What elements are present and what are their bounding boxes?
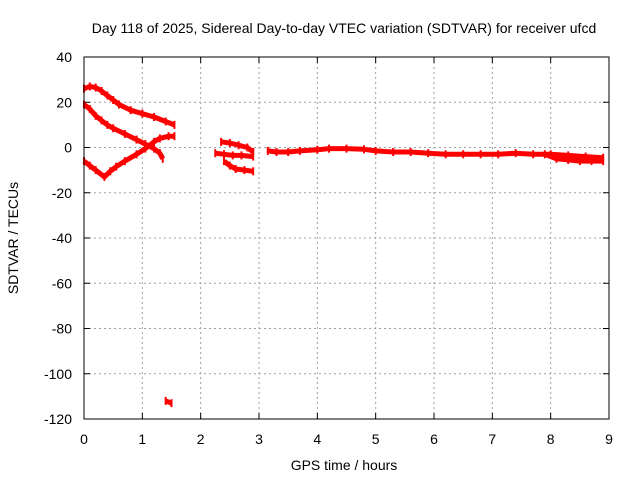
x-tick-label: 7 xyxy=(488,431,496,447)
series-4 xyxy=(164,396,173,408)
plot-frame xyxy=(83,56,610,420)
x-tick-label: 2 xyxy=(197,431,205,447)
y-tick-label: -40 xyxy=(52,230,72,246)
y-tick-label: -60 xyxy=(52,275,72,291)
x-tick-label: 4 xyxy=(313,431,321,447)
series-9 xyxy=(543,150,605,166)
series-line xyxy=(222,159,254,174)
y-tick-label: -120 xyxy=(44,411,72,427)
series-line xyxy=(543,151,604,164)
x-tick-label: 9 xyxy=(605,431,613,447)
y-axis-label: SDTVAR / TECUs xyxy=(5,182,21,294)
x-tick-label: 8 xyxy=(547,431,555,447)
y-tick-label: 40 xyxy=(56,49,72,65)
x-tick-labels: 0 1 2 3 4 5 6 7 8 9 xyxy=(80,431,613,447)
y-tick-label: -100 xyxy=(44,366,72,382)
series-line xyxy=(214,150,254,160)
y-tick-label: 0 xyxy=(64,140,72,156)
series-7 xyxy=(222,157,255,176)
series-line xyxy=(267,146,604,161)
y-tick-labels: -120 -100 -80 -60 -40 -20 0 20 40 xyxy=(44,49,72,427)
y-tick-label: 20 xyxy=(56,94,72,110)
y-tick-label: -80 xyxy=(52,321,72,337)
x-tick-label: 6 xyxy=(430,431,438,447)
series-3 xyxy=(82,132,176,181)
grid xyxy=(84,57,609,419)
x-tick-label: 0 xyxy=(80,431,88,447)
x-axis-label: GPS time / hours xyxy=(291,457,398,473)
series-1 xyxy=(83,82,176,129)
x-tick-label: 5 xyxy=(372,431,380,447)
series-line xyxy=(220,139,255,154)
chart-title: Day 118 of 2025, Sidereal Day-to-day VTE… xyxy=(92,20,596,36)
y-tick-label: -20 xyxy=(52,185,72,201)
x-tick-label: 1 xyxy=(138,431,146,447)
series-2 xyxy=(82,100,166,163)
data-series xyxy=(82,82,605,408)
series-6 xyxy=(214,149,255,161)
series-8 xyxy=(266,144,605,162)
x-tick-label: 3 xyxy=(255,431,263,447)
